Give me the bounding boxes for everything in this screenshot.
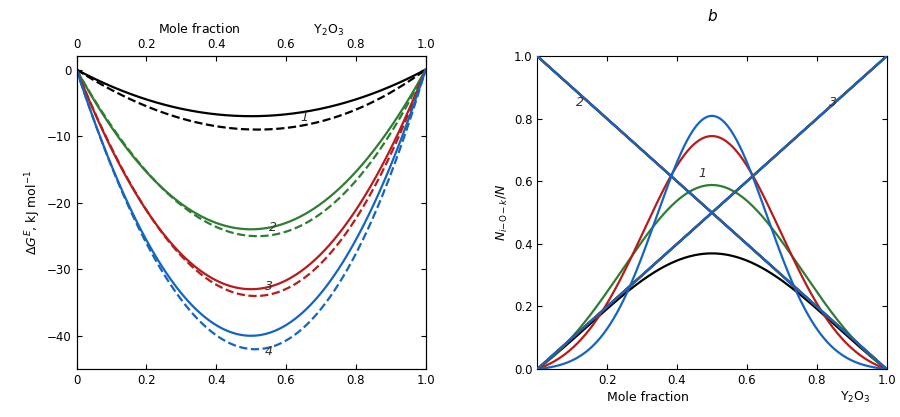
Text: 1: 1 [698, 167, 706, 180]
Text: $\mathrm{Y_2O_3}$: $\mathrm{Y_2O_3}$ [840, 390, 870, 405]
Text: 3: 3 [265, 280, 273, 293]
Text: 2: 2 [268, 221, 276, 234]
Text: 4: 4 [265, 345, 273, 358]
Text: 3: 3 [829, 96, 837, 109]
Text: Mole fraction: Mole fraction [608, 391, 688, 404]
Text: 2: 2 [576, 96, 584, 109]
Text: 1: 1 [300, 111, 308, 124]
Title: b: b [707, 8, 716, 23]
Y-axis label: $N_{i\mathrm{-O-}k}/N$: $N_{i\mathrm{-O-}k}/N$ [495, 184, 509, 241]
Y-axis label: $\Delta G^E$, kJ mol$^{-1}$: $\Delta G^E$, kJ mol$^{-1}$ [23, 170, 42, 255]
X-axis label: Mole fraction$\;\;\;\;\;\;\;\;\;\;\;\;\;\;\;\;\;\;\;\;\;\;$$\mathrm{Y_2O_3}$: Mole fraction$\;\;\;\;\;\;\;\;\;\;\;\;\;… [158, 22, 345, 38]
